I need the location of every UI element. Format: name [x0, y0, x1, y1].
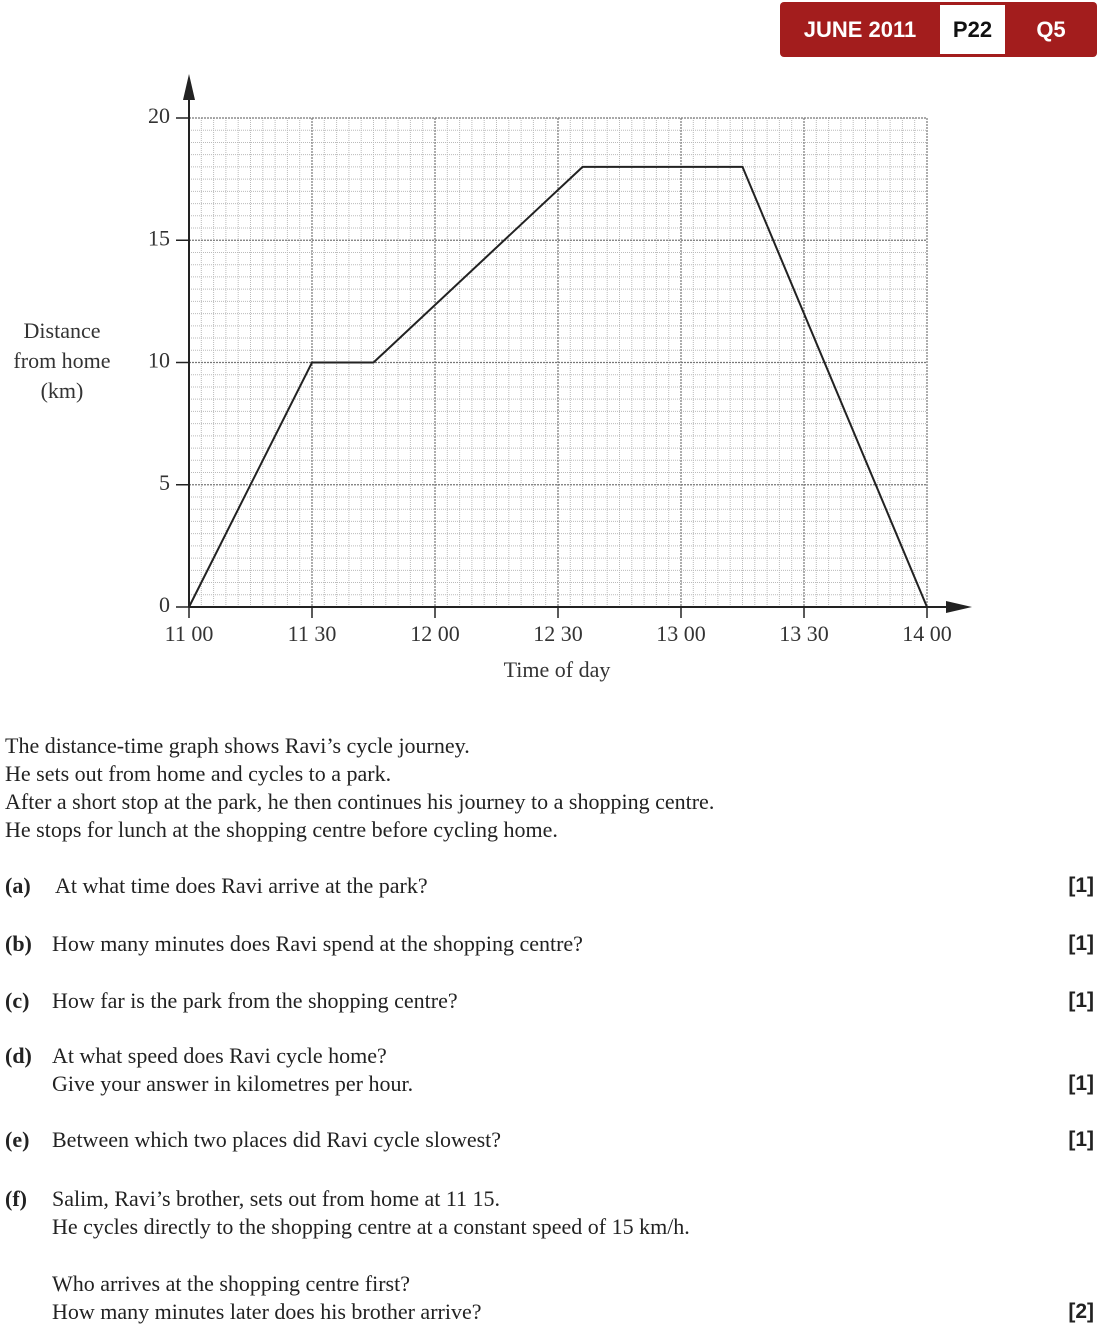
marks: [1] [1068, 874, 1094, 897]
question-label: (a) [5, 873, 31, 898]
y-tick-label: 10 [148, 348, 170, 373]
y-axis-label: from home [13, 348, 110, 373]
x-tick-label: 13 00 [656, 621, 706, 646]
question-text: How many minutes later does his brother … [52, 1299, 482, 1324]
x-tick-label: 14 00 [902, 621, 952, 646]
marks: [1] [1068, 989, 1094, 1012]
question-label: (c) [5, 988, 30, 1013]
question-text: Between which two places did Ravi cycle … [52, 1127, 502, 1152]
marks: [2] [1068, 1300, 1094, 1323]
question-text: He cycles directly to the shopping centr… [52, 1214, 690, 1239]
question-text: At what time does Ravi arrive at the par… [55, 873, 428, 898]
question-text: At what speed does Ravi cycle home? [52, 1043, 387, 1068]
y-tick-label: 15 [148, 225, 170, 250]
marks: [1] [1068, 932, 1094, 955]
question-label: (b) [5, 931, 32, 956]
marks: [1] [1068, 1072, 1094, 1095]
paper: P22 [940, 5, 1005, 54]
chart: 0 5 10 15 20 11 00 11 30 12 00 12 30 13 00 13 30 14… [13, 74, 972, 682]
question-number: Q5 [1036, 17, 1066, 42]
question-text: How far is the park from the shopping ce… [52, 988, 458, 1013]
x-tick-label: 13 30 [779, 621, 829, 646]
y-axis-label: (km) [41, 378, 84, 403]
intro-line: The distance-time graph shows Ravi’s cyc… [5, 733, 470, 758]
x-axis-label: Time of day [504, 657, 611, 682]
question-text: Salim, Ravi’s brother, sets out from hom… [52, 1186, 501, 1211]
x-tick-label: 11 30 [288, 621, 337, 646]
x-tick-label: 11 00 [165, 621, 214, 646]
question-text: Give your answer in kilometres per hour. [52, 1071, 414, 1096]
question-label: (e) [5, 1127, 30, 1152]
question-label: (f) [5, 1186, 27, 1211]
intro-line: He stops for lunch at the shopping centr… [5, 817, 558, 842]
y-axis-label: Distance [24, 318, 101, 343]
y-tick-label: 5 [159, 470, 170, 495]
question-text: Who arrives at the shopping centre first… [52, 1271, 410, 1296]
question-label: (d) [5, 1043, 32, 1068]
session: JUNE 2011 [803, 17, 917, 42]
y-tick-label: 0 [159, 592, 170, 617]
intro-line: He sets out from home and cycles to a pa… [5, 761, 392, 786]
question-text: How many minutes does Ravi spend at the … [52, 931, 583, 956]
y-tick-label: 20 [148, 103, 170, 128]
journey-line [188, 165, 928, 608]
x-tick-label: 12 00 [410, 621, 460, 646]
badge: JUNE 2011 P22 Q5 [780, 2, 1097, 57]
marks: [1] [1068, 1128, 1094, 1151]
y-arrow [183, 74, 195, 100]
intro-line: After a short stop at the park, he then … [5, 789, 715, 814]
x-tick-label: 12 30 [533, 621, 583, 646]
x-arrow [946, 601, 972, 613]
